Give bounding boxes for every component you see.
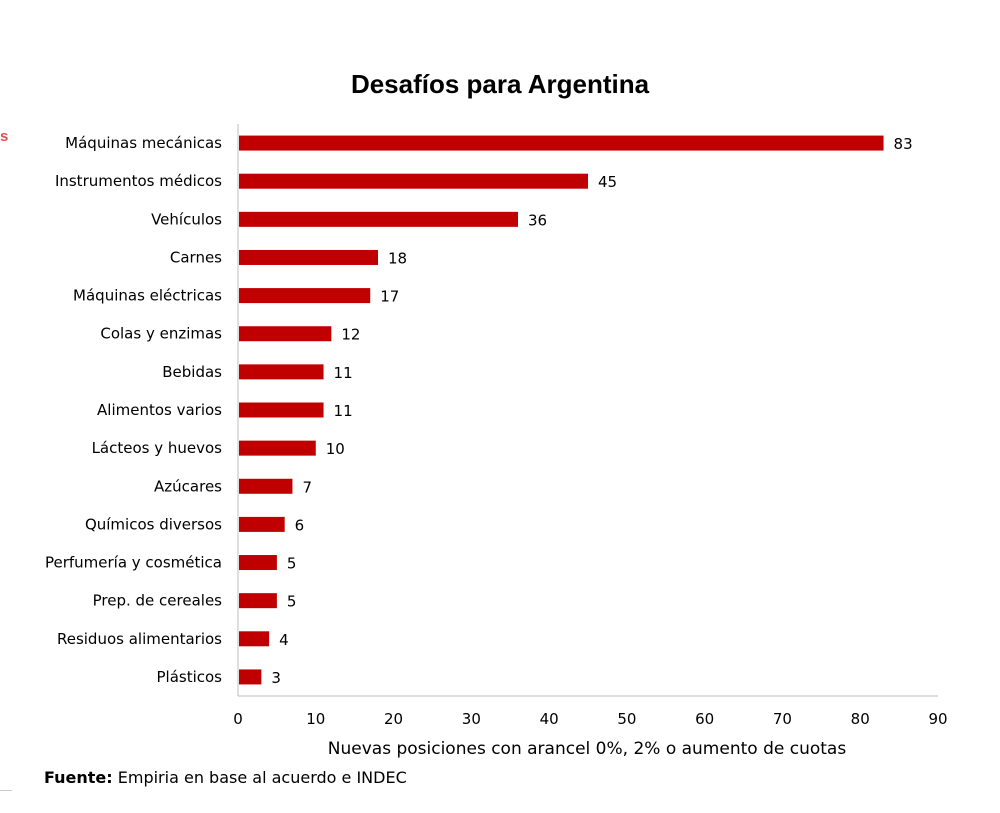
data-label: 3 [271,669,281,687]
bar [239,516,285,532]
category-label: Perfumería y cosmética [45,554,222,572]
x-tick-label: 60 [695,710,714,728]
x-tick-label: 70 [773,710,792,728]
bar [239,478,293,494]
category-labels: Máquinas mecánicas Instrumentos médicos Ve… [45,134,222,686]
data-label: 12 [341,326,360,344]
bar [239,364,324,380]
chart-title: Desafíos para Argentina [351,69,650,99]
bar [239,440,316,456]
bar [239,249,378,265]
category-label: Colas y enzimas [100,325,222,343]
category-label: Químicos diversos [85,515,222,533]
x-tick-label: 80 [851,710,870,728]
x-tick-label: 0 [233,710,243,728]
data-label: 7 [302,478,312,496]
category-label: Residuos alimentarios [57,630,222,648]
data-label: 11 [334,364,353,382]
data-label: 4 [279,631,289,649]
x-tick-label: 40 [540,710,559,728]
value-labels: 83 45 36 18 17 12 11 11 10 7 6 5 5 4 3 [271,135,912,687]
source-label: Fuente: [44,768,113,787]
data-label: 10 [326,440,345,458]
data-label: 11 [334,402,353,420]
category-label: Plásticos [156,668,222,686]
data-label: 17 [380,288,399,306]
bar [239,135,884,151]
data-label: 18 [388,249,407,267]
category-label: Prep. de cereales [93,592,223,610]
bar [239,669,262,685]
data-label: 45 [598,173,617,191]
source-note: Fuente: Empiria en base al acuerdo e IND… [44,768,407,787]
x-axis-title: Nuevas posiciones con arancel 0%, 2% o a… [328,739,847,759]
cropped-edge-text: s [0,128,9,145]
category-label: Carnes [170,248,222,266]
x-tick-label: 20 [384,710,403,728]
category-label: Vehículos [151,210,222,228]
bars-group [239,135,884,685]
x-tick-label: 10 [306,710,325,728]
category-label: Azúcares [154,477,222,495]
data-label: 36 [528,211,547,229]
category-label: Bebidas [162,363,222,381]
source-text: Empiria en base al acuerdo e INDEC [112,768,407,787]
category-label: Lácteos y huevos [92,439,223,457]
x-tick-label: 50 [617,710,636,728]
category-label: Instrumentos médicos [55,172,222,190]
category-label: Alimentos varios [97,401,222,419]
x-tick-label: 30 [462,710,481,728]
bar [239,288,371,304]
data-label: 83 [894,135,913,153]
category-label: Máquinas mecánicas [65,134,222,152]
bar [239,631,270,647]
bar [239,326,332,342]
data-label: 5 [287,555,297,573]
bar [239,555,277,571]
cropped-edge-line [0,790,12,791]
x-tick-label: 90 [928,710,947,728]
bar [239,402,324,418]
category-label: Máquinas eléctricas [73,287,222,305]
data-label: 5 [287,593,297,611]
bar [239,593,277,609]
bar [239,173,588,189]
data-label: 6 [295,516,305,534]
bar [239,211,518,227]
x-tick-labels: 0 10 20 30 40 50 60 70 80 90 [233,710,947,728]
